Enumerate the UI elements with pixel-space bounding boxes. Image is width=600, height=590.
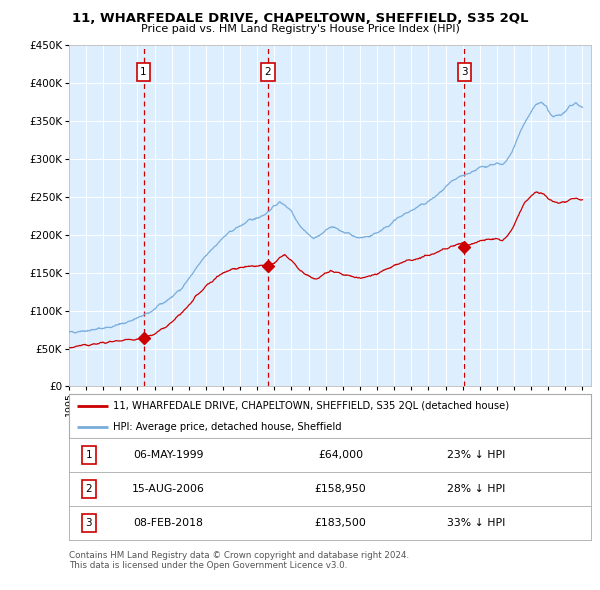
Text: 23% ↓ HPI: 23% ↓ HPI (447, 450, 505, 460)
Text: 33% ↓ HPI: 33% ↓ HPI (447, 519, 505, 528)
Text: 28% ↓ HPI: 28% ↓ HPI (447, 484, 505, 494)
Text: £158,950: £158,950 (314, 484, 367, 494)
Text: Price paid vs. HM Land Registry's House Price Index (HPI): Price paid vs. HM Land Registry's House … (140, 24, 460, 34)
Text: 3: 3 (86, 519, 92, 528)
Text: Contains HM Land Registry data © Crown copyright and database right 2024.: Contains HM Land Registry data © Crown c… (69, 551, 409, 560)
Text: 2: 2 (265, 67, 271, 77)
Text: 08-FEB-2018: 08-FEB-2018 (133, 519, 203, 528)
Text: 06-MAY-1999: 06-MAY-1999 (133, 450, 203, 460)
Text: 3: 3 (461, 67, 468, 77)
Text: £64,000: £64,000 (318, 450, 363, 460)
Text: This data is licensed under the Open Government Licence v3.0.: This data is licensed under the Open Gov… (69, 561, 347, 570)
Text: 1: 1 (140, 67, 147, 77)
Text: 1: 1 (86, 450, 92, 460)
Text: 15-AUG-2006: 15-AUG-2006 (132, 484, 205, 494)
Text: 2: 2 (86, 484, 92, 494)
Text: 11, WHARFEDALE DRIVE, CHAPELTOWN, SHEFFIELD, S35 2QL: 11, WHARFEDALE DRIVE, CHAPELTOWN, SHEFFI… (72, 12, 528, 25)
Text: £183,500: £183,500 (314, 519, 367, 528)
Text: 11, WHARFEDALE DRIVE, CHAPELTOWN, SHEFFIELD, S35 2QL (detached house): 11, WHARFEDALE DRIVE, CHAPELTOWN, SHEFFI… (113, 401, 509, 411)
Text: HPI: Average price, detached house, Sheffield: HPI: Average price, detached house, Shef… (113, 422, 342, 432)
